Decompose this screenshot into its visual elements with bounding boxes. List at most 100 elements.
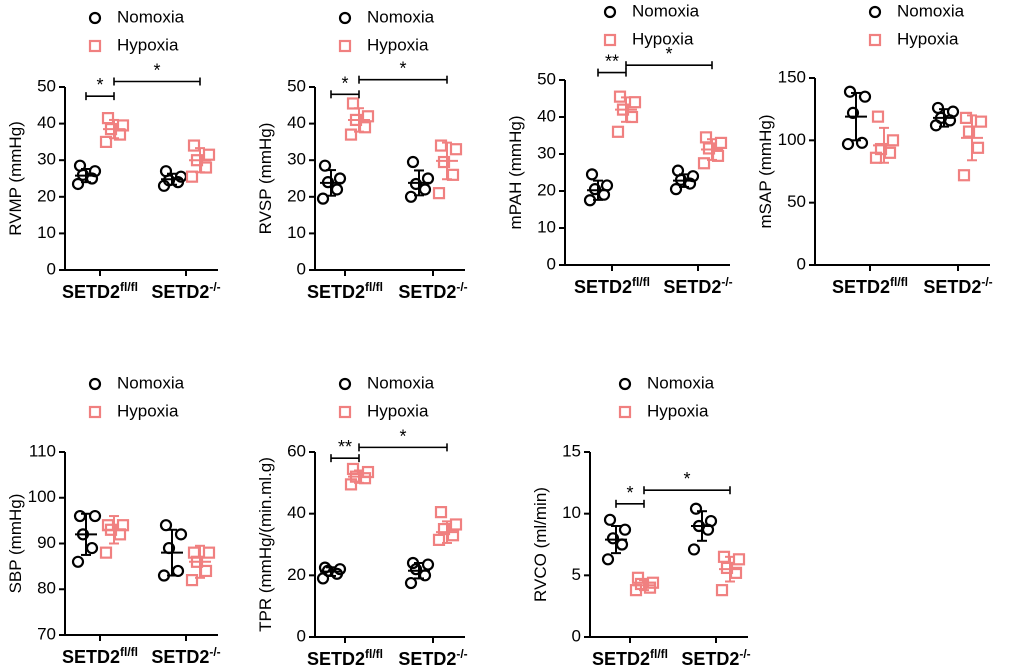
y-tick-label: 150 (778, 67, 806, 86)
y-tick-label: 0 (297, 626, 306, 645)
data-point (406, 155, 420, 169)
x-category-label: SETD2-/- (398, 280, 467, 302)
data-point (418, 183, 432, 196)
significance-label: ** (605, 52, 619, 72)
significance-label: * (683, 469, 690, 489)
data-point (689, 502, 703, 515)
data-point (346, 97, 360, 110)
significance-bracket: * (330, 73, 360, 99)
group-hypoxia-1 (957, 111, 988, 182)
y-tick-label: 0 (572, 626, 581, 645)
x-category-label: SETD2-/- (923, 275, 992, 297)
legend-label-hypoxia: Hypoxia (367, 401, 429, 420)
y-tick-label: 20 (37, 186, 56, 205)
y-tick-label: 50 (537, 69, 556, 88)
group-hypoxia-0 (99, 515, 130, 559)
x-category-label: SETD2fl/fl (592, 647, 668, 669)
data-point (625, 110, 639, 124)
legend-marker-hypoxia (338, 405, 352, 419)
legend-marker-hypoxia (88, 39, 102, 53)
legend-label-nomoxia: Nomoxia (367, 7, 435, 26)
data-point (101, 519, 115, 532)
group-nomoxia-0 (841, 85, 872, 151)
y-tick-label: 20 (537, 180, 556, 199)
y-tick-label: 40 (287, 113, 306, 132)
legend-label-nomoxia: Nomoxia (647, 373, 715, 392)
data-point (606, 532, 620, 545)
legend-marker-hypoxia (88, 405, 102, 419)
y-tick-label: 110 (29, 441, 56, 460)
group-hypoxia-0 (611, 90, 642, 138)
y-tick-label: 70 (37, 624, 56, 643)
legend: Nomoxia Hypoxia (338, 373, 435, 420)
y-tick-label: 50 (37, 76, 56, 95)
data-point (157, 569, 171, 582)
group-nomoxia-0 (583, 168, 614, 207)
data-point (841, 137, 855, 151)
data-point (437, 522, 451, 536)
y-tick-label: 0 (47, 259, 56, 278)
data-point (583, 194, 597, 207)
x-category-label: SETD2-/- (681, 647, 750, 669)
data-point (671, 164, 685, 177)
y-tick-label: 30 (537, 143, 556, 162)
y-tick-label: 0 (797, 254, 806, 273)
legend-marker-nomoxia (338, 11, 352, 25)
group-nomoxia-1 (929, 101, 960, 132)
y-tick-label: 50 (287, 76, 306, 95)
data-point (321, 176, 335, 189)
panel-tpr: Nomoxia Hypoxia 0 20 40 60 SETD2fl/fl SETD2-/- T… (256, 373, 468, 669)
group-nomoxia-1 (687, 502, 718, 556)
y-tick-label: 50 (787, 192, 806, 211)
data-point (316, 192, 330, 205)
y-axis-label: TPR (mmHg/(min.ml.g) (256, 457, 275, 632)
y-tick-label: 15 (562, 441, 581, 460)
legend-label-nomoxia: Nomoxia (117, 7, 185, 26)
data-point (71, 177, 85, 191)
data-point (616, 103, 630, 116)
data-point (634, 577, 648, 591)
group-hypoxia-1 (432, 506, 463, 546)
data-point (88, 165, 102, 178)
panel-rvsp: Nomoxia Hypoxia 0 10 20 30 40 50 SETD2fl/fl SETD2… (256, 7, 468, 302)
legend: Nomoxia Hypoxia (603, 1, 700, 48)
data-point (855, 136, 869, 149)
y-axis-label: RVCO (ml/min) (531, 487, 550, 602)
significance-bracket: * (615, 483, 645, 508)
significance-bracket: ** (597, 52, 627, 77)
y-tick-label: 30 (37, 150, 56, 169)
data-point (692, 519, 706, 533)
x-category-label: SETD2fl/fl (307, 280, 383, 302)
legend-label-hypoxia: Hypoxia (117, 35, 179, 54)
y-tick-label: 40 (37, 113, 56, 132)
data-point (699, 131, 713, 144)
significance-bracket: ** (330, 437, 360, 463)
y-tick-label: 0 (297, 259, 306, 278)
data-point (717, 550, 731, 563)
data-point (615, 538, 629, 551)
significance-bracket: * (85, 75, 115, 101)
data-point (631, 571, 645, 584)
y-tick-label: 80 (37, 579, 56, 598)
legend-marker-hypoxia (868, 33, 882, 47)
data-point (858, 90, 872, 103)
legend-marker-hypoxia (338, 39, 352, 53)
data-point (199, 564, 213, 578)
group-hypoxia-0 (99, 112, 130, 148)
data-point (159, 165, 173, 178)
legend-marker-hypoxia (618, 405, 632, 419)
data-point (202, 148, 216, 161)
legend-label-hypoxia: Hypoxia (367, 35, 429, 54)
x-category-label: SETD2fl/fl (62, 645, 138, 667)
group-hypoxia-1 (185, 544, 216, 587)
y-axis-label: mPAH (mmHg) (506, 116, 525, 230)
group-hypoxia-1 (432, 139, 463, 200)
data-point (669, 183, 683, 196)
legend: Nomoxia Hypoxia (338, 7, 435, 54)
data-point (187, 546, 201, 559)
legend: Nomoxia Hypoxia (88, 373, 185, 420)
data-point (714, 136, 728, 149)
data-point (321, 564, 335, 577)
y-tick-label: 40 (287, 503, 306, 522)
legend-label-hypoxia: Hypoxia (647, 401, 709, 420)
